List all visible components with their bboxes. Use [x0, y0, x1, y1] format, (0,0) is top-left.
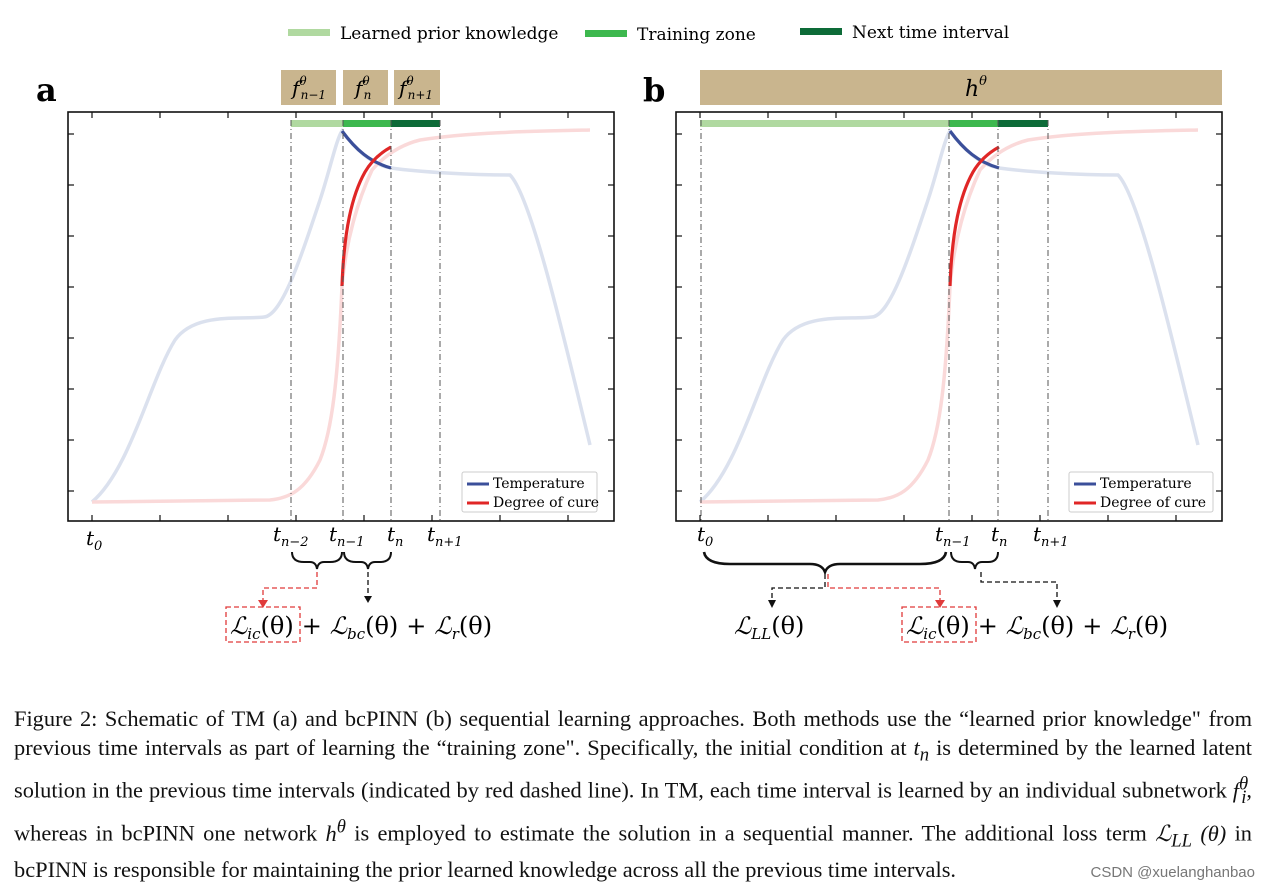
panel-b-ic-highlight-box	[901, 606, 977, 643]
legend-label-training-zone: Training zone	[637, 25, 756, 45]
panel-a-cure-faded	[91, 128, 591, 504]
panel-b-bar-learned-prior	[700, 120, 949, 127]
panel-a-arrow-ic	[262, 572, 318, 603]
panel-b-loss-expression: ℒic(θ) + ℒbc(θ) + ℒr(θ)	[906, 612, 1168, 643]
panel-a-temperature-faded	[90, 127, 592, 504]
panel-b-tick-marks	[676, 112, 1222, 521]
panel-a-tick-marks	[68, 112, 614, 521]
legend-label-learned-prior: Learned prior knowledge	[340, 24, 558, 44]
legend-swatch-training-zone	[585, 30, 627, 37]
panel-b-brace-current	[950, 551, 999, 570]
panel-a-axes-frame	[67, 111, 615, 522]
panel-b-bar-training-zone	[949, 120, 998, 127]
panel-a-cure-active	[340, 145, 392, 287]
subnet-label-n-plus-1: fθ n+1	[397, 74, 433, 102]
svg-text:t0: t0	[86, 526, 102, 554]
legend-temperature-label: Temperature	[493, 476, 585, 492]
svg-text:tn−1: tn−1	[935, 522, 971, 550]
panel-a-brace-current	[343, 551, 392, 570]
panel-a-ic-highlight-box	[225, 606, 301, 643]
legend-temperature-label: Temperature	[1100, 476, 1192, 492]
panel-letter-a: a	[36, 71, 57, 109]
panel-b-network-box: hθ	[700, 70, 1222, 105]
panel-b-time-labels: t0 tn−1 tn tn+1	[697, 522, 1069, 550]
caption-part-1: Figure 2: Schematic of TM (a) and bcPINN…	[14, 706, 1252, 760]
panel-a-bar-learned-prior	[291, 120, 343, 127]
panel-a-subnet-boxes: fθ n−1 fθ n fθ n+1	[281, 70, 440, 105]
subnet-label-n-minus-1: fθ n−1	[290, 74, 326, 102]
caption-part-4: is employed to estimate the solution in …	[345, 820, 1156, 846]
panel-b-cure-faded	[699, 128, 1199, 504]
watermark: CSDN @xuelanghanbao	[1090, 864, 1256, 881]
panel-b-brace-prior	[702, 551, 948, 576]
panel-a-time-labels: t0 tn−2 tn−1 tn tn+1	[86, 522, 463, 554]
panel-b-arrow-ic	[827, 574, 941, 603]
panel-a-brace-prev	[291, 551, 343, 570]
panel-a-bar-next-interval	[391, 120, 440, 127]
legend-swatch-learned-prior	[288, 29, 330, 36]
subnet-box-n-minus-1	[281, 70, 336, 105]
panel-b-ll-loss: ℒLL(θ)	[734, 612, 804, 643]
panel-b-arrow-ll	[771, 574, 826, 603]
panel-b-legend: Temperature Degree of cure	[1068, 471, 1214, 513]
panel-b-temperature-active	[948, 130, 1000, 170]
figure-schematic: Learned prior knowledge Training zone Ne…	[36, 23, 1223, 643]
caption-math-ll: ℒLL (θ)	[1155, 820, 1227, 852]
caption-math-tn: tn	[913, 735, 930, 766]
figure-caption: Figure 2: Schematic of TM (a) and bcPINN…	[14, 704, 1252, 884]
panel-b-cure-active	[948, 145, 1000, 287]
panel-b-interval-lines	[700, 120, 1049, 521]
panel-a-plot: Temperature Degree of cure t0 tn−2 tn−1 …	[67, 111, 615, 643]
caption-math-h: hθ	[325, 816, 346, 846]
subnet-box-n-plus-1	[394, 70, 440, 105]
panel-b-plot: Temperature Degree of cure t0 tn−1 tn tn…	[675, 111, 1223, 643]
panel-a-temperature-active	[340, 130, 392, 170]
caption-math-fi: fθi	[1232, 773, 1249, 809]
panel-a-interval-lines	[290, 120, 441, 521]
panel-a-legend: Temperature Degree of cure	[461, 471, 599, 513]
caption-part-5: in bcPINN is responsible for maintaining…	[14, 820, 1252, 883]
legend-swatch-next-interval	[800, 28, 842, 35]
panel-b-axes-frame	[675, 111, 1223, 522]
network-box-h	[700, 70, 1222, 105]
legend-cure-label: Degree of cure	[493, 495, 599, 511]
legend-label-next-interval: Next time interval	[852, 23, 1009, 43]
subnet-label-n: fθ n	[353, 74, 371, 102]
svg-text:tn: tn	[991, 522, 1007, 550]
svg-text:t0: t0	[697, 522, 713, 550]
caption-part-2: is determined by the learned latent solu…	[14, 735, 1252, 803]
svg-text:tn−1: tn−1	[329, 522, 365, 550]
panel-b-arrow-loss	[980, 572, 1058, 603]
panel-letter-b: b	[643, 71, 665, 109]
network-label-h: hθ	[965, 74, 987, 102]
panel-b-bar-next-interval	[998, 120, 1048, 127]
top-legend: Learned prior knowledge Training zone Ne…	[288, 23, 1009, 45]
svg-text:tn: tn	[387, 522, 403, 550]
svg-text:tn+1: tn+1	[427, 522, 463, 550]
svg-text:tn−2: tn−2	[273, 522, 309, 550]
subnet-box-n	[343, 70, 388, 105]
panel-a-loss-expression: ℒic(θ) + ℒbc(θ) + ℒr(θ)	[230, 612, 492, 643]
caption-part-3: , whereas in bcPINN one network	[14, 777, 1252, 846]
svg-text:tn+1: tn+1	[1033, 522, 1069, 550]
panel-a-bar-training-zone	[343, 120, 391, 127]
legend-cure-label: Degree of cure	[1100, 495, 1206, 511]
panel-b-temperature-faded	[698, 127, 1200, 504]
